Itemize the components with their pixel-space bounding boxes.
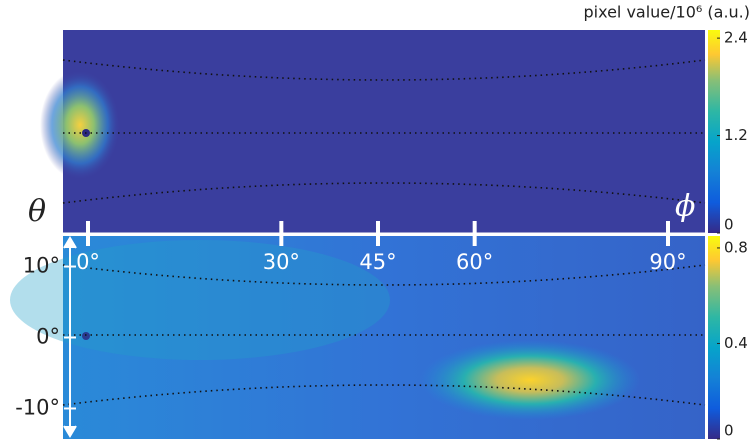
colorbar-tick-label: 0.4 [724, 334, 748, 352]
theta-tick-label: -10° [15, 395, 60, 419]
colorbar-tick-label: 2.4 [724, 29, 748, 47]
bottom-glow [10, 240, 390, 360]
top-heatmap [63, 30, 705, 233]
colorbar-tick-label: 0 [724, 422, 734, 440]
phi-tick-label: 60° [456, 250, 493, 274]
top-colorbar [708, 30, 720, 233]
phi-tick-label: 0° [76, 250, 100, 274]
phi-tick-label: 30° [263, 250, 300, 274]
theta-tick-label: 10° [23, 254, 60, 278]
colorbar-label: pixel value/10⁶ (a.u.) [583, 3, 750, 22]
dark-spot [82, 332, 90, 340]
colorbar-tick-label: 0.8 [724, 238, 748, 256]
phi-symbol: ϕ [675, 189, 695, 224]
bottom-colorbar [708, 236, 720, 439]
theta-tick-label: 0° [36, 325, 60, 349]
colorbar-tick-label: 0 [724, 216, 734, 234]
top-hotspot [40, 70, 120, 180]
bottom-hotspot [420, 340, 640, 420]
phi-tick-label: 45° [359, 250, 396, 274]
phi-tick-label: 90° [649, 250, 686, 274]
theta-symbol: θ [28, 194, 46, 229]
colorbar-tick-label: 1.2 [724, 126, 748, 144]
